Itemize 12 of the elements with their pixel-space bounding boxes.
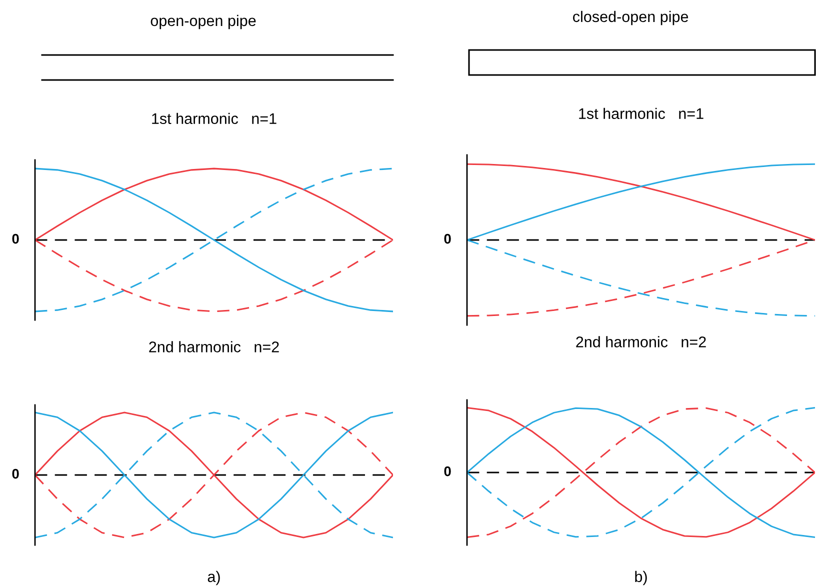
ref-line-label: 0 xyxy=(444,234,451,244)
ref-line-label: 0 xyxy=(12,234,19,244)
chart-title: 1st harmonic n=1 xyxy=(152,112,276,124)
chart-title: 2nd harmonic n=2 xyxy=(576,336,706,348)
chart-title: 2nd harmonic n=2 xyxy=(149,341,279,352)
chart-title: 1st harmonic n=1 xyxy=(579,108,704,120)
text: closed-open pipe xyxy=(573,10,688,26)
ref-line-label: 0 xyxy=(444,466,451,476)
text: open-open pipe xyxy=(150,14,256,30)
text: a) xyxy=(208,570,220,586)
text: b) xyxy=(635,570,647,586)
ref-line-label: 0 xyxy=(12,468,19,479)
